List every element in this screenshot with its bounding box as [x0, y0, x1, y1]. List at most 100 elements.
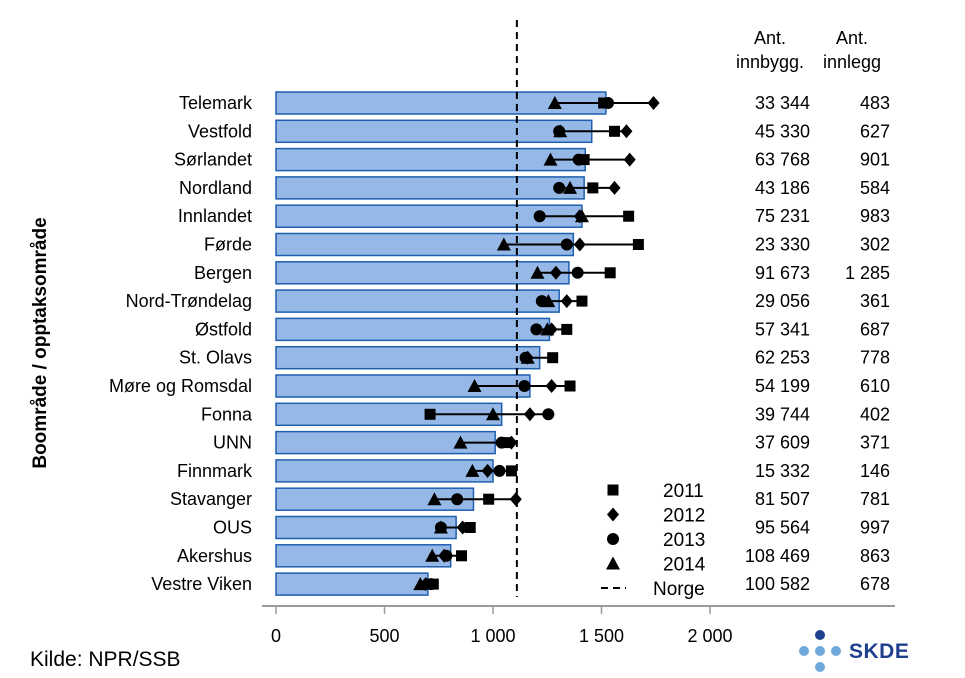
innleggelser-value: 1 285: [845, 263, 890, 283]
marker-triangle: [520, 350, 535, 364]
marker-triangle: [540, 322, 555, 336]
innleggelser-value: 610: [860, 376, 890, 396]
category-label: Førde: [204, 235, 252, 255]
innbyggere-value: 95 564: [755, 518, 810, 538]
innbyggere-value: 23 330: [755, 235, 810, 255]
marker-circle: [518, 380, 531, 392]
marker-square: [483, 493, 495, 505]
marker-diamond: [623, 152, 636, 167]
innleggelser-value: 146: [860, 461, 890, 481]
category-label: Nord-Trøndelag: [126, 291, 252, 311]
marker-square: [587, 182, 599, 194]
marker-square: [561, 323, 573, 335]
innleggelser-value: 361: [860, 291, 890, 311]
innleggelser-value: 483: [860, 93, 890, 113]
marker-triangle: [427, 492, 442, 506]
category-label: Vestre Viken: [151, 574, 252, 594]
innbyggere-value: 62 253: [755, 348, 810, 368]
marker-triangle: [574, 209, 589, 223]
skde-logo: SKDE: [795, 628, 925, 676]
marker-square: [547, 352, 559, 364]
marker-triangle: [547, 96, 562, 109]
marker-diamond: [620, 124, 633, 139]
marker-diamond: [523, 407, 536, 422]
innleggelser-value: 584: [860, 178, 890, 198]
marker-square: [623, 210, 635, 222]
marker-diamond: [456, 520, 469, 535]
x-tick-label: 1 500: [579, 626, 624, 646]
category-label: Møre og Romsdal: [109, 376, 252, 396]
innleggelser-value: 997: [860, 518, 890, 538]
innleggelser-value: 678: [860, 574, 890, 594]
marker-triangle: [496, 237, 511, 251]
innbyggere-value: 37 609: [755, 433, 810, 453]
marker-triangle: [425, 548, 440, 562]
marker-diamond: [608, 180, 621, 195]
marker-diamond: [549, 265, 562, 280]
marker-triangle: [433, 520, 448, 534]
marker-diamond: [545, 379, 558, 393]
legend-marker-square: [607, 484, 619, 496]
logo-dot: [831, 646, 841, 656]
innleggelser-value: 402: [860, 404, 890, 424]
bar: [275, 261, 570, 285]
table-header: Ant.: [836, 28, 868, 48]
bar: [275, 544, 452, 568]
marker-triangle: [486, 407, 500, 421]
marker-circle: [542, 408, 555, 421]
marker-square: [564, 380, 576, 392]
category-label: Stavanger: [170, 489, 252, 509]
innleggelser-value: 901: [860, 150, 890, 170]
marker-triangle: [413, 577, 428, 591]
innbyggere-value: 15 332: [755, 461, 810, 481]
innbyggere-value: 57 341: [755, 319, 810, 339]
category-label: Østfold: [195, 319, 252, 339]
logo-dot: [815, 630, 825, 640]
bar: [275, 176, 585, 200]
bar: [275, 572, 429, 596]
innbyggere-value: 45 330: [755, 121, 810, 141]
marker-square: [604, 267, 616, 279]
innleggelser-value: 863: [860, 546, 890, 566]
innleggelser-value: 983: [860, 206, 890, 226]
logo-dot: [815, 646, 825, 656]
category-label: St. Olavs: [179, 348, 252, 368]
marker-circle: [571, 266, 584, 279]
category-label: Vestfold: [188, 121, 252, 141]
marker-square: [424, 408, 436, 420]
marker-triangle: [467, 379, 482, 392]
marker-diamond: [509, 492, 522, 507]
bar: [275, 515, 457, 540]
innleggelser-value: 687: [860, 319, 890, 339]
category-label: Nordland: [179, 178, 252, 198]
marker-circle: [572, 153, 585, 166]
category-label: Telemark: [179, 93, 253, 113]
innbyggere-value: 91 673: [755, 263, 810, 283]
marker-square: [632, 239, 644, 250]
marker-circle: [440, 549, 453, 562]
category-label: UNN: [213, 433, 252, 453]
table-header: innlegg: [823, 52, 881, 72]
innbyggere-value: 29 056: [755, 291, 810, 311]
category-label: OUS: [213, 518, 252, 538]
marker-circle: [425, 578, 438, 591]
x-tick-label: 500: [369, 626, 399, 646]
legend-label: 2011: [663, 481, 704, 502]
marker-square: [576, 295, 588, 307]
innleggelser-value: 781: [860, 489, 890, 509]
logo-text: SKDE: [849, 640, 910, 663]
innbyggere-value: 39 744: [755, 404, 810, 424]
marker-diamond: [573, 237, 586, 252]
category-label: Sørlandet: [174, 150, 252, 170]
innbyggere-value: 75 231: [755, 206, 810, 226]
innbyggere-value: 63 768: [755, 150, 810, 170]
bar: [275, 119, 593, 144]
bar: [275, 147, 586, 172]
marker-square: [464, 522, 476, 533]
innbyggere-value: 54 199: [755, 376, 810, 396]
marker-triangle: [543, 152, 558, 166]
marker-triangle: [453, 435, 468, 449]
legend-marker-triangle: [606, 556, 620, 570]
source-note: Kilde: NPR/SSB: [30, 648, 181, 671]
